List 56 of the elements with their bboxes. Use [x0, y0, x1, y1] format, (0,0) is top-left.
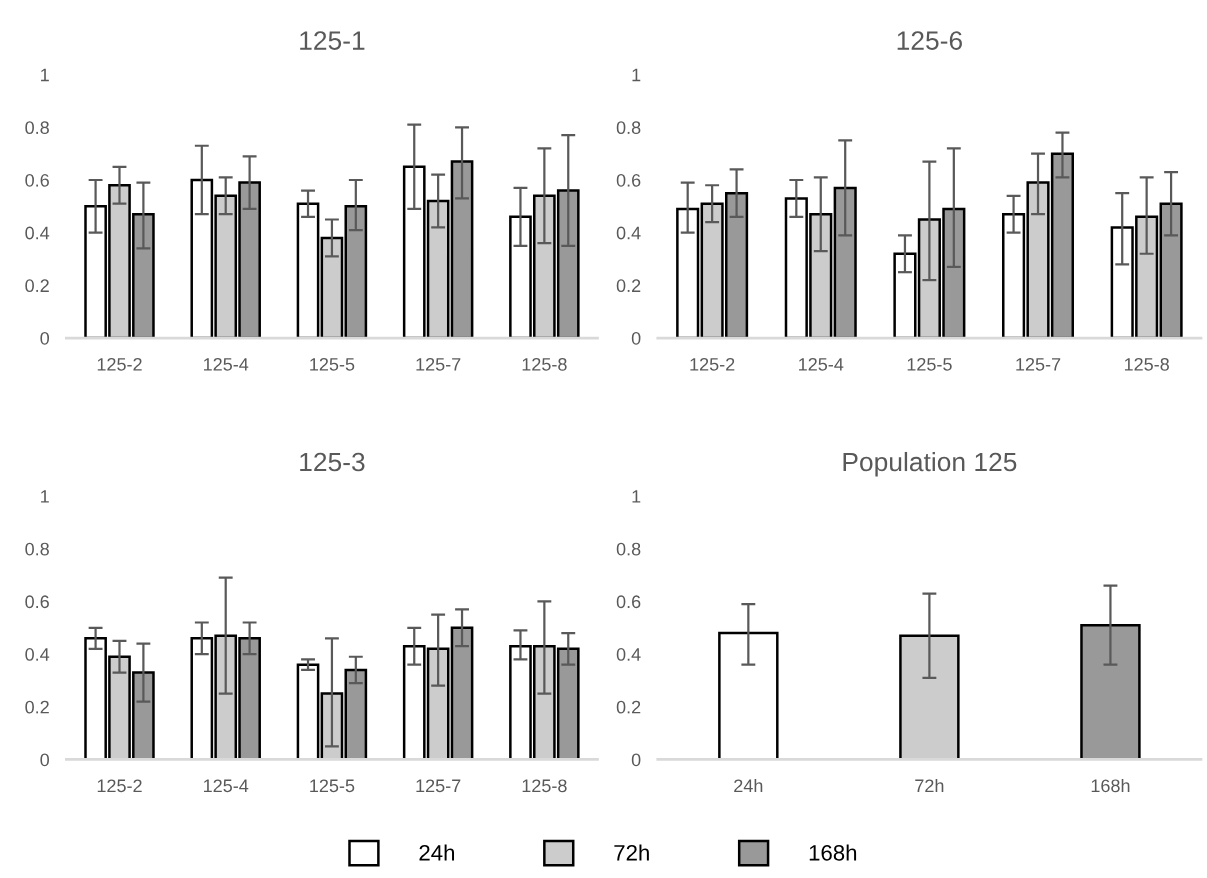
chart-title: 125-6	[897, 31, 962, 50]
y-tick-label: 0.8	[25, 121, 49, 135]
x-tick-label: 125-2	[97, 357, 142, 371]
x-tick-label: 72h	[915, 778, 944, 792]
bar	[676, 207, 700, 339]
y-tick-label: 1	[632, 490, 641, 503]
y-tick-label: 1	[41, 490, 49, 503]
bar	[450, 160, 474, 339]
x-tick-label: 125-5	[310, 357, 355, 371]
bar	[450, 626, 474, 760]
y-tick-label: 0.8	[616, 542, 641, 556]
y-tick-label: 0.8	[616, 121, 641, 135]
x-tick-label: 125-5	[907, 357, 952, 371]
legend-label: 24h	[419, 844, 455, 861]
bar	[833, 186, 857, 339]
y-tick-label: 0.2	[25, 700, 49, 714]
x-tick-label: 125-8	[522, 779, 567, 793]
y-tick-label: 1	[632, 68, 641, 82]
y-tick-label: 0	[40, 753, 50, 767]
y-tick-label: 0.4	[616, 226, 641, 240]
x-tick-label: 125-4	[204, 779, 249, 793]
y-tick-label: 0.4	[25, 226, 50, 240]
y-tick-label: 0.6	[616, 595, 641, 609]
chart-title: 125-3	[300, 452, 365, 472]
y-tick-label: 0.2	[25, 279, 49, 293]
x-tick-label: 168h	[1091, 778, 1130, 793]
y-tick-label: 1	[41, 68, 49, 82]
y-tick-label: 0.4	[25, 648, 50, 661]
legend-label: 72h	[614, 844, 649, 861]
x-tick-label: 125-7	[416, 357, 461, 371]
x-tick-label: 125-7	[416, 779, 461, 793]
x-tick-label: 24h	[734, 778, 763, 792]
bar	[296, 202, 320, 339]
x-tick-label: 125-7	[1016, 357, 1061, 371]
chart-title: Population 125	[843, 451, 1017, 477]
x-tick-label: 125-8	[522, 357, 567, 371]
x-tick-label: 125-2	[690, 357, 735, 371]
y-tick-label: 0.6	[25, 595, 49, 609]
y-tick-label: 0.6	[616, 173, 641, 187]
y-tick-label: 0.8	[25, 542, 49, 556]
y-tick-label: 0.4	[616, 648, 641, 661]
x-tick-label: 125-8	[1124, 357, 1169, 371]
x-tick-label: 125-5	[310, 779, 355, 793]
y-tick-label: 0.2	[616, 279, 641, 293]
chart-title: 125-1	[300, 31, 365, 50]
legend-label: 168h	[809, 844, 857, 861]
y-tick-label: 0	[40, 331, 50, 345]
y-tick-label: 0	[631, 753, 641, 767]
y-tick-label: 0.2	[616, 700, 641, 714]
x-tick-label: 125-4	[204, 357, 249, 371]
x-tick-label: 125-2	[97, 779, 142, 793]
x-tick-label: 125-4	[799, 357, 844, 371]
bar	[1159, 202, 1183, 339]
y-tick-label: 0.6	[25, 173, 49, 187]
y-tick-label: 0	[631, 331, 641, 345]
bar	[296, 663, 320, 760]
